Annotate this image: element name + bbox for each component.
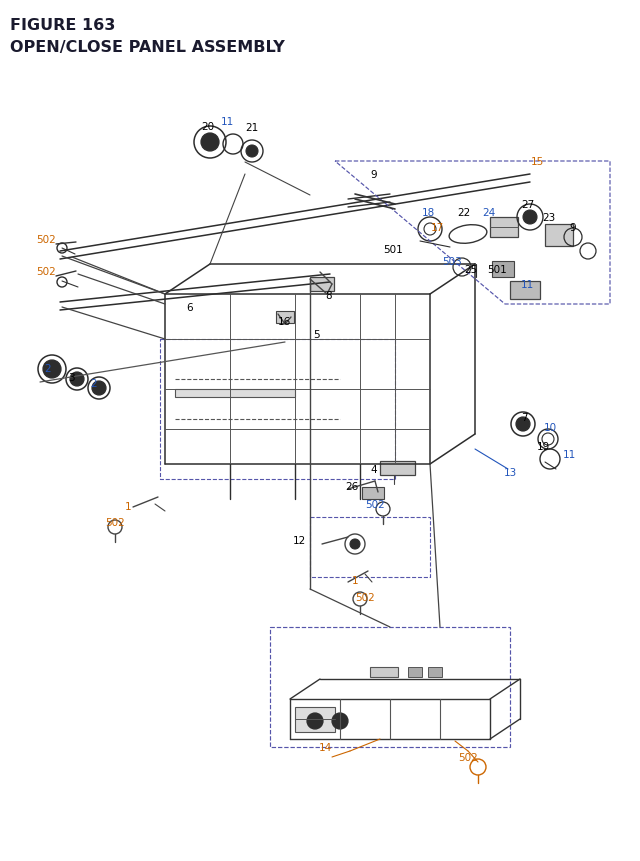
Bar: [492, 262, 514, 278]
Text: 502: 502: [105, 517, 125, 528]
Text: 7: 7: [521, 412, 527, 423]
Circle shape: [92, 381, 106, 395]
Circle shape: [516, 418, 530, 431]
Bar: [310, 278, 334, 292]
Bar: [276, 312, 294, 324]
Text: 502: 502: [365, 499, 385, 510]
Text: 502: 502: [36, 235, 56, 245]
Text: 20: 20: [202, 122, 214, 132]
Text: 2: 2: [91, 379, 97, 388]
Text: 1: 1: [352, 575, 358, 585]
Text: 501: 501: [383, 245, 403, 255]
Circle shape: [350, 539, 360, 549]
Text: 502: 502: [36, 267, 56, 276]
Text: 502: 502: [458, 753, 478, 762]
Text: 24: 24: [483, 208, 495, 218]
Text: 8: 8: [326, 291, 332, 300]
Bar: [362, 487, 384, 499]
Text: 15: 15: [531, 157, 543, 167]
Bar: [310, 517, 430, 578]
Text: 502: 502: [355, 592, 375, 603]
Text: 12: 12: [292, 536, 306, 545]
Text: 19: 19: [536, 442, 550, 451]
Text: 11: 11: [520, 280, 534, 289]
Text: 16: 16: [277, 317, 291, 326]
Bar: [175, 389, 295, 398]
Circle shape: [307, 713, 323, 729]
Text: 18: 18: [421, 208, 435, 218]
Text: 5: 5: [313, 330, 319, 339]
Bar: [545, 225, 573, 247]
Text: 4: 4: [371, 464, 378, 474]
Circle shape: [43, 361, 61, 379]
Text: 22: 22: [458, 208, 470, 218]
Bar: [295, 707, 335, 732]
Bar: [490, 218, 518, 238]
Text: 1: 1: [125, 501, 131, 511]
Text: 21: 21: [245, 123, 259, 133]
Circle shape: [523, 211, 537, 225]
Text: OPEN/CLOSE PANEL ASSEMBLY: OPEN/CLOSE PANEL ASSEMBLY: [10, 40, 285, 55]
Circle shape: [246, 146, 258, 158]
Text: 11: 11: [563, 449, 575, 460]
Text: 9: 9: [570, 223, 576, 232]
Text: 11: 11: [220, 117, 234, 127]
Bar: [160, 339, 395, 480]
Text: 3: 3: [68, 373, 74, 382]
Bar: [270, 628, 510, 747]
Text: 17: 17: [430, 223, 444, 232]
Circle shape: [332, 713, 348, 729]
Bar: [380, 461, 415, 475]
Text: 13: 13: [504, 468, 516, 478]
Text: 2: 2: [45, 363, 51, 374]
Text: 503: 503: [442, 257, 462, 267]
Bar: [370, 667, 398, 678]
Text: 27: 27: [522, 200, 534, 210]
Text: 14: 14: [318, 742, 332, 753]
Text: 6: 6: [187, 303, 193, 313]
Text: 501: 501: [487, 264, 507, 275]
Text: 23: 23: [542, 213, 556, 223]
Bar: [408, 667, 422, 678]
Circle shape: [70, 373, 84, 387]
Text: 26: 26: [346, 481, 358, 492]
Text: 9: 9: [371, 170, 378, 180]
Text: FIGURE 163: FIGURE 163: [10, 18, 115, 33]
Circle shape: [201, 133, 219, 152]
Bar: [428, 667, 442, 678]
Text: 10: 10: [543, 423, 557, 432]
Text: 25: 25: [465, 264, 477, 275]
Bar: [510, 282, 540, 300]
